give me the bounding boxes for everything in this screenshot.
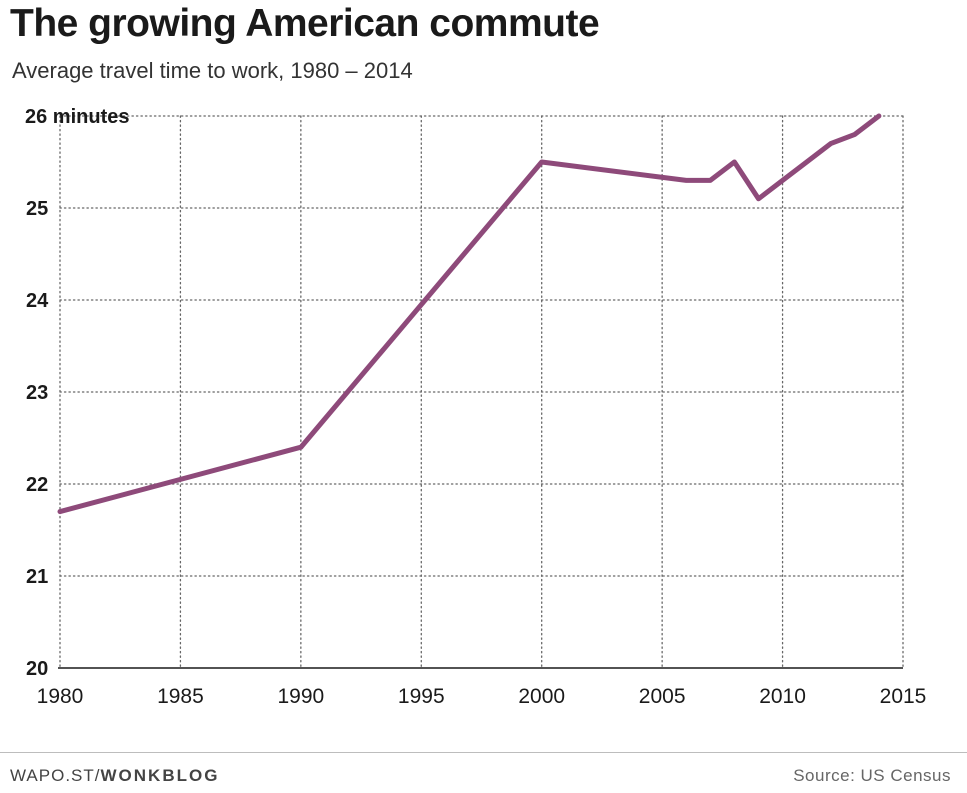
tick-labels: 20 21 22 23 24 25 26 minutes 1980 1985 1990 1995 20… bbox=[25, 106, 926, 708]
y-tick-label: 25 bbox=[26, 198, 48, 220]
chart-title: The growing American commute bbox=[10, 2, 600, 45]
x-tick-label: 1985 bbox=[157, 685, 204, 708]
y-tick-label: 21 bbox=[26, 566, 48, 588]
credit-brand: WONKBLOG bbox=[100, 766, 220, 785]
line-chart: 20 21 22 23 24 25 26 minutes 1980 1985 1990 1995 20… bbox=[25, 106, 926, 708]
footer-divider bbox=[0, 752, 967, 753]
data-series bbox=[57, 113, 882, 515]
footer-credit: WAPO.ST/WONKBLOG bbox=[10, 766, 219, 786]
y-tick-label: 23 bbox=[26, 382, 48, 404]
commute-time-line bbox=[57, 113, 882, 515]
x-tick-label: 2010 bbox=[759, 685, 806, 708]
y-tick-label: 20 bbox=[26, 658, 48, 680]
credit-prefix: WAPO.ST/ bbox=[10, 766, 101, 785]
x-tick-label: 2015 bbox=[880, 685, 927, 708]
y-tick-label: 26 minutes bbox=[25, 106, 129, 128]
chart-subtitle: Average travel time to work, 1980 – 2014 bbox=[12, 58, 413, 83]
y-tick-label: 24 bbox=[26, 290, 49, 312]
y-tick-label: 22 bbox=[26, 474, 48, 496]
x-tick-label: 1990 bbox=[277, 685, 324, 708]
x-tick-label: 2000 bbox=[518, 685, 565, 708]
source-note: Source: US Census bbox=[793, 766, 951, 785]
x-tick-label: 1980 bbox=[37, 685, 84, 708]
gridlines bbox=[59, 115, 904, 669]
x-tick-label: 2005 bbox=[639, 685, 686, 708]
x-tick-label: 1995 bbox=[398, 685, 445, 708]
